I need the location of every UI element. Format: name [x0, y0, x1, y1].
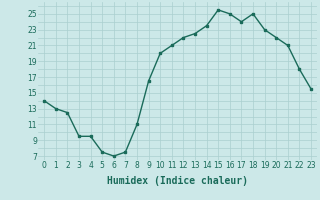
X-axis label: Humidex (Indice chaleur): Humidex (Indice chaleur): [107, 176, 248, 186]
